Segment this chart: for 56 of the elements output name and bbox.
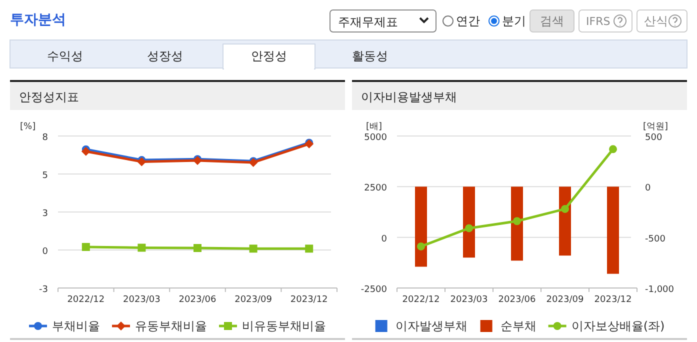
legend-label: 이자발생부채: [395, 319, 468, 333]
point: [82, 242, 90, 251]
legend-label: 부채비율: [52, 319, 100, 333]
point: [609, 145, 617, 154]
legend-label: 유동부채비율: [135, 319, 207, 333]
legend-label: 순부채: [500, 319, 536, 333]
y-tick-label: 8: [42, 133, 48, 143]
point: [465, 224, 473, 232]
y-tick-label: 3: [42, 209, 48, 219]
chart-title: 안정성지표: [19, 90, 79, 104]
chart-title: 이자비용발생부채: [361, 90, 457, 104]
x-tick-label: 2023/12: [594, 295, 632, 305]
x-tick-label: 2022/12: [67, 295, 105, 305]
y2-tick-label: -1,000: [645, 285, 674, 295]
text: 성장성: [147, 49, 183, 63]
y2-tick-label: 500: [645, 133, 662, 143]
x-tick-label: 2023/09: [234, 295, 272, 305]
y-tick-label: 5: [42, 171, 48, 181]
y-tick-label: 0: [42, 247, 48, 257]
point: [249, 244, 258, 253]
point: [138, 244, 146, 252]
text: 분기: [502, 14, 526, 28]
x-tick-label: 2023/12: [290, 295, 328, 305]
y-tick-label: -2500: [360, 285, 388, 295]
legend-label: 비유동부채비율: [242, 319, 326, 333]
text: 산식: [644, 14, 668, 28]
text: 수익성: [47, 49, 83, 63]
y2-tick-label: 0: [645, 184, 651, 194]
legend-label: 이자보상배율(좌): [571, 319, 665, 333]
y-axis-title: [%]: [20, 122, 36, 132]
y-axis-title: [배]: [366, 122, 382, 132]
x-tick-label: 2023/09: [546, 295, 584, 305]
y-tick-label: 0: [381, 234, 388, 244]
x-tick-label: 2023/03: [450, 295, 488, 305]
y-tick-label: 2500: [364, 184, 388, 194]
x-tick-label: 2022/12: [402, 295, 440, 305]
text: 검색: [540, 14, 564, 28]
point: [305, 244, 314, 253]
y-tick-label: 5000: [364, 133, 388, 143]
text: 활동성: [352, 49, 388, 63]
text: 안정성: [251, 49, 287, 63]
point: [513, 217, 521, 226]
point: [417, 242, 425, 250]
text: 연간: [456, 14, 480, 28]
point: [81, 146, 90, 156]
y-tick-label: -3: [39, 285, 48, 295]
y2-axis-title: [억원]: [643, 122, 668, 132]
point: [561, 204, 569, 213]
x-tick-label: 2023/06: [178, 295, 216, 305]
text: 주재무제표: [338, 15, 398, 29]
text: 투자분석: [10, 12, 66, 28]
x-tick-label: 2023/06: [498, 295, 536, 305]
point: [194, 244, 202, 252]
y2-tick-label: -500: [645, 234, 666, 244]
text: IFRS: [586, 15, 610, 28]
x-tick-label: 2023/03: [123, 295, 160, 305]
